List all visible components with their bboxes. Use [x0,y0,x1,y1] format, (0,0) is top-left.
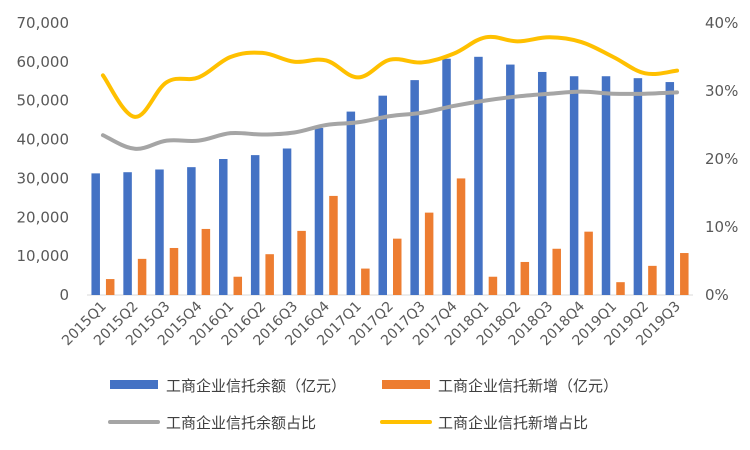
bar-new-2017Q4 [456,178,466,295]
bar-balance-2016Q4 [314,127,324,296]
bar-balance-2017Q3 [410,80,419,296]
legend: 工商企业信托余额（亿元） 工商企业信托新增（亿元） 工商企业信托余额占比 工商企业信托… [108,377,618,432]
y-left-tick-label: 0 [59,286,69,304]
bar-new-2017Q1 [361,268,370,295]
legend-label: 工商企业信托余额占比 [166,414,316,432]
bar-balance-2015Q4 [187,167,196,295]
y-right-tick-label: 20% [705,150,738,168]
line-series-new-share [100,34,680,119]
bar-new-2016Q4 [329,195,338,295]
bar-new-2019Q1 [616,282,625,295]
bar-new-2016Q1 [233,276,243,295]
bar-balance-2016Q3 [282,148,292,295]
bar-balance-2015Q2 [123,172,132,295]
y-left-tick-label: 40,000 [17,131,70,149]
legend-swatch [110,380,158,389]
bar-new-2015Q4 [201,228,211,295]
legend-label: 工商企业信托余额（亿元） [166,377,346,395]
y-right-tick-label: 10% [705,218,738,236]
bar-new-2018Q2 [520,261,530,295]
bar-new-2017Q3 [424,212,434,295]
y-right-tick-label: 30% [705,82,738,100]
y-left-tick-label: 10,000 [17,247,70,265]
bar-balance-2015Q3 [155,169,164,295]
lines [100,34,680,151]
bar-new-2018Q1 [488,276,498,295]
bar-balance-2018Q4 [569,76,579,295]
bar-balance-2019Q2 [633,78,643,295]
legend-swatch [382,380,430,389]
bar-balance-2018Q1 [474,56,483,296]
legend-label: 工商企业信托新增（亿元） [438,377,618,395]
legend-label: 工商企业信托新增占比 [438,414,588,432]
line-series-balance-share [100,89,680,151]
y-left-tick-label: 50,000 [17,92,70,110]
bar-new-2018Q4 [584,231,593,295]
bar-balance-2018Q2 [506,64,515,295]
bar-balance-2017Q2 [378,95,387,295]
bar-balance-2018Q3 [537,71,547,296]
y-left-tick-label: 70,000 [17,14,70,32]
bars [91,56,689,296]
bar-new-2015Q3 [169,247,179,295]
y-right-tick-label: 40% [705,14,738,32]
bar-new-2016Q2 [265,254,274,295]
bar-balance-2015Q1 [91,173,100,295]
bar-balance-2017Q4 [442,58,451,296]
bar-new-2016Q3 [297,230,306,295]
y-right-tick-label: 0% [705,286,729,304]
bar-balance-2017Q1 [346,111,356,295]
bar-balance-2019Q3 [665,82,675,295]
y-left-tick-label: 60,000 [17,53,70,71]
bar-new-2019Q2 [648,265,657,295]
bar-balance-2016Q1 [219,159,228,295]
bar-new-2019Q3 [680,253,689,295]
bar-balance-2016Q2 [250,155,260,295]
bar-balance-2019Q1 [601,76,611,295]
y-left-tick-label: 30,000 [17,169,70,187]
y-left-tick-label: 20,000 [17,208,70,226]
bar-new-2015Q2 [137,258,147,295]
bar-new-2015Q1 [105,279,115,295]
bar-new-2018Q3 [552,248,561,295]
bar-new-2017Q2 [393,238,402,295]
